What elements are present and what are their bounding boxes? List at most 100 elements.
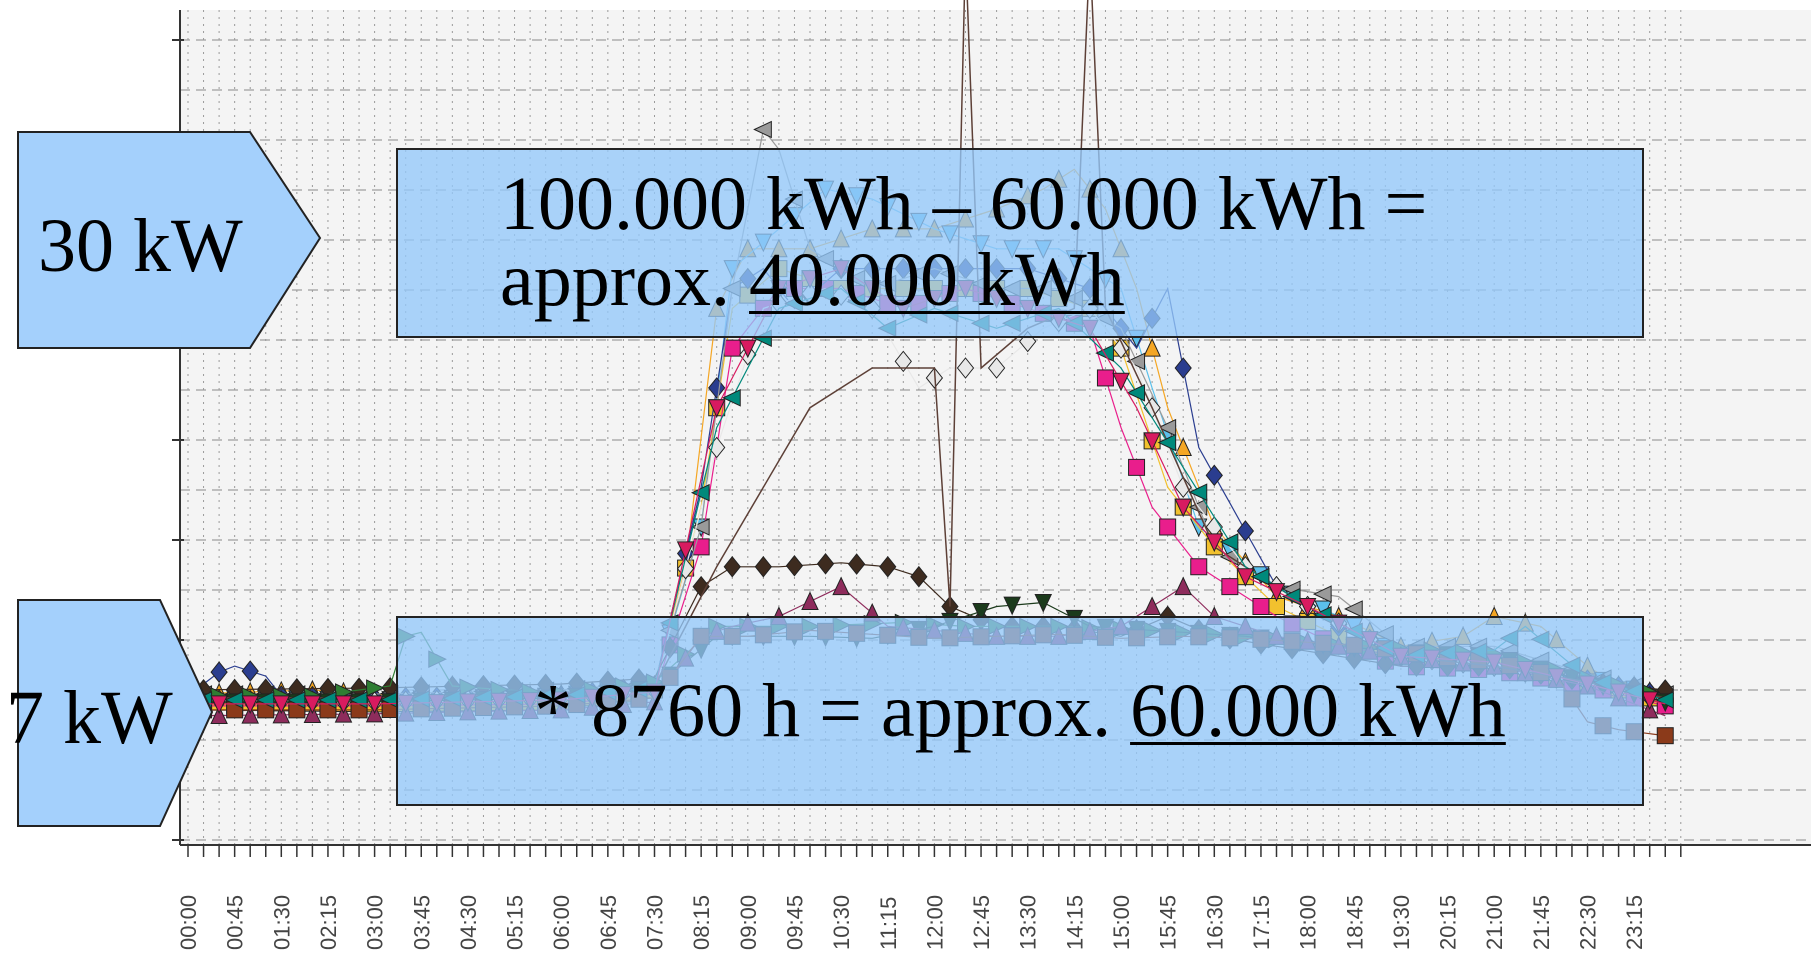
baseload-prefix: * 8760 h = approx. <box>534 669 1131 753</box>
series-marker <box>1159 518 1177 536</box>
series-marker <box>879 555 897 578</box>
series-marker <box>1126 352 1146 371</box>
x-tick-label: 15:00 <box>1109 895 1134 950</box>
x-tick-label: 21:00 <box>1482 895 1507 950</box>
series-marker <box>1174 576 1192 596</box>
series-marker <box>676 541 695 561</box>
series-marker <box>365 695 384 715</box>
series-marker <box>1112 372 1130 392</box>
x-tick-label: 18:00 <box>1296 895 1321 950</box>
series-marker <box>1143 596 1161 615</box>
series-marker <box>1096 369 1114 387</box>
x-tick-label: 09:45 <box>782 895 807 950</box>
series-marker <box>708 377 726 399</box>
x-tick-label: 12:00 <box>922 895 947 950</box>
series-marker <box>956 357 975 379</box>
series-marker <box>1128 458 1146 476</box>
x-tick-label: 21:45 <box>1529 895 1554 950</box>
x-tick-label: 15:45 <box>1156 895 1181 950</box>
series-marker <box>1221 578 1239 596</box>
series-marker <box>241 704 259 724</box>
series-marker <box>692 538 710 556</box>
series-marker <box>334 695 353 715</box>
series-marker <box>707 399 726 418</box>
series-marker <box>303 695 322 715</box>
series-marker <box>210 661 228 683</box>
x-tick-label: 16:30 <box>1202 895 1227 950</box>
series-marker <box>739 339 757 359</box>
x-tick-label: 01:30 <box>269 895 294 950</box>
series-marker <box>1188 483 1208 502</box>
baseload-value: 60.000 kWh <box>1130 669 1506 753</box>
series-marker <box>1174 476 1192 499</box>
x-tick-label: 04:30 <box>456 895 481 950</box>
x-tick-label: 10:30 <box>829 895 854 950</box>
series-marker <box>241 695 259 715</box>
savings-callout: 100.000 kWh – 60.000 kWh = approx. 40.00… <box>396 148 1644 338</box>
series-marker <box>910 565 928 588</box>
series-marker <box>1252 598 1270 615</box>
series-marker <box>272 704 291 724</box>
series-marker <box>1344 600 1363 618</box>
x-tick-label: 19:30 <box>1389 895 1414 950</box>
series-marker <box>723 555 741 578</box>
x-tick-label: 08:15 <box>689 895 714 950</box>
series-marker <box>722 389 741 407</box>
series-marker <box>1157 433 1177 452</box>
series-marker <box>210 695 228 715</box>
series-marker <box>1143 432 1161 452</box>
x-tick-label: 09:00 <box>736 895 761 950</box>
series-marker <box>832 576 850 596</box>
upper-tag-shape <box>17 131 322 349</box>
x-tick-label: 05:15 <box>503 895 528 950</box>
series-marker <box>1656 727 1674 745</box>
series-marker <box>987 357 1006 379</box>
x-tick-label: 06:00 <box>549 895 574 950</box>
series-marker <box>1190 558 1208 576</box>
x-tick-label: 14:15 <box>1062 895 1087 950</box>
baseload-callout: * 8760 h = approx. 60.000 kWh <box>396 616 1644 806</box>
series-marker <box>1174 498 1192 518</box>
series-marker <box>1312 585 1332 603</box>
x-tick-label: 07:30 <box>643 895 668 950</box>
x-tick-label: 23:15 <box>1622 895 1647 950</box>
x-tick-label: 00:45 <box>223 895 248 950</box>
savings-equation: 100.000 kWh – 60.000 kWh = <box>500 162 1428 246</box>
series-marker <box>894 350 912 373</box>
lower-tag-shape <box>17 599 214 827</box>
series-marker <box>723 339 741 357</box>
savings-result-value: 40.000 kWh <box>749 238 1125 322</box>
x-tick-label: 06:45 <box>596 895 621 950</box>
series-marker <box>1126 384 1146 402</box>
series-marker <box>848 553 866 575</box>
series-marker <box>1298 598 1317 617</box>
series-marker <box>754 555 772 578</box>
series-marker <box>1219 533 1239 551</box>
series-marker <box>690 483 710 502</box>
series-marker <box>972 602 990 622</box>
x-tick-label: 18:45 <box>1342 895 1367 950</box>
series-marker <box>1174 437 1192 456</box>
series-marker <box>1112 337 1130 359</box>
savings-result-line: approx. 40.000 kWh <box>500 242 1642 318</box>
x-tick-label: 22:30 <box>1576 895 1601 950</box>
x-tick-label: 20:15 <box>1436 895 1461 950</box>
x-tick-label: 13:30 <box>1016 895 1041 950</box>
x-tick-label: 17:15 <box>1249 895 1274 950</box>
series-marker <box>1034 594 1053 613</box>
upper-tag-label: 30 kW <box>38 204 243 288</box>
series-marker <box>1250 567 1270 586</box>
series-marker <box>1205 533 1224 553</box>
x-tick-label: 03:00 <box>363 895 388 950</box>
series-marker <box>1640 691 1659 711</box>
series-marker <box>816 552 835 575</box>
series-marker <box>801 591 819 611</box>
series-marker <box>210 705 228 724</box>
lower-tag-label: 7 kW <box>6 676 173 760</box>
series-marker <box>1003 596 1021 616</box>
series-marker <box>690 518 710 536</box>
series-marker <box>366 679 385 697</box>
series-marker <box>1205 464 1223 487</box>
x-tick-label: 12:45 <box>969 895 994 950</box>
